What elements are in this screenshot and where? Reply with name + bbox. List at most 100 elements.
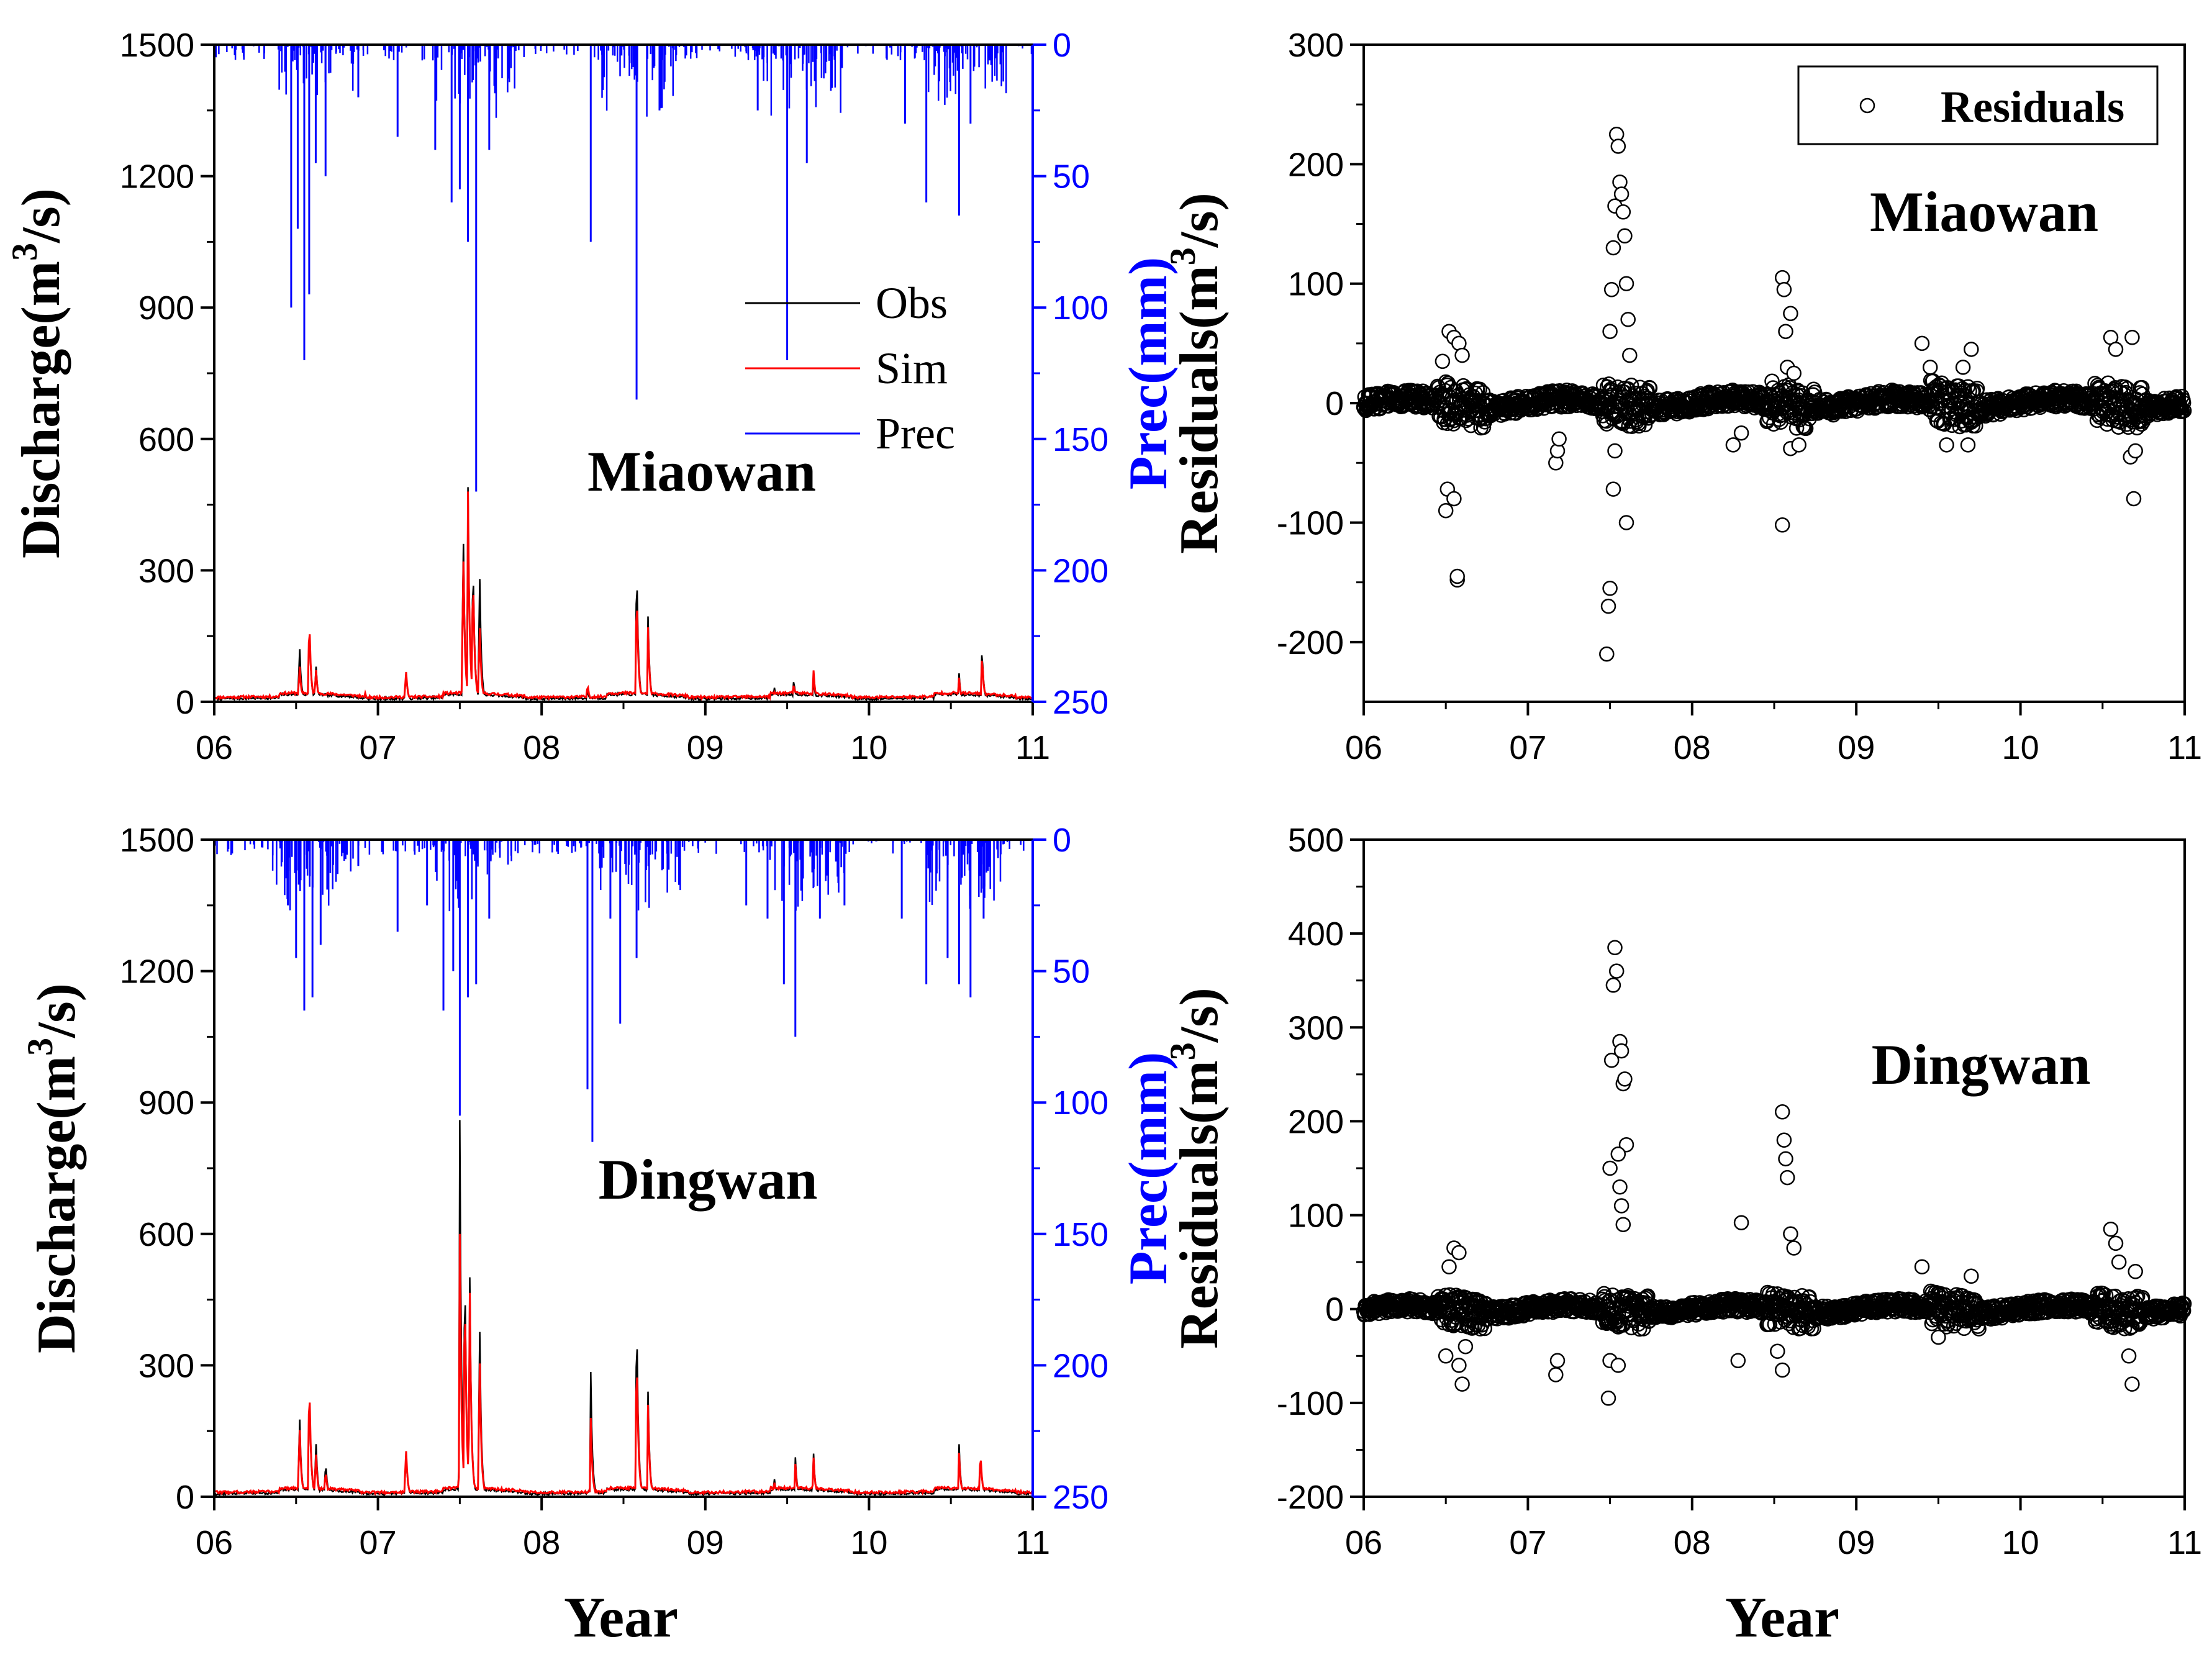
- residual-outlier-point: [1964, 1268, 1979, 1284]
- residual-outlier-point: [1931, 1329, 1946, 1345]
- x-tick-label: 06: [1345, 729, 1382, 766]
- y-tick-label: 150: [1053, 1216, 1108, 1253]
- y-tick-label: 50: [1053, 158, 1090, 196]
- residual-outlier-point: [1955, 360, 1971, 375]
- residual-outlier-point: [1457, 1338, 1474, 1355]
- y-title-main: Residuals(m: [1169, 265, 1230, 554]
- legend-label-obs: Obs: [876, 278, 948, 328]
- residual-outlier-point: [1615, 1217, 1631, 1232]
- residual-point: [1798, 420, 1814, 437]
- residual-outlier-point: [1786, 1240, 1802, 1256]
- residual-outlier-point: [1774, 517, 1790, 533]
- residual-outlier-point: [1778, 324, 1793, 339]
- residual-outlier-point: [1603, 1052, 1620, 1068]
- residual-point: [2098, 1287, 2114, 1303]
- residual-outlier-point: [1786, 365, 1802, 381]
- residual-outlier-point: [1454, 347, 1470, 363]
- station-label: Dingwan: [599, 1148, 818, 1211]
- y-tick-label: -100: [1277, 504, 1344, 542]
- prec-axis-title: Prec(mm): [1118, 1052, 1179, 1285]
- residual-outlier-point: [2108, 342, 2124, 357]
- x-tick-label: 11: [1015, 1524, 1050, 1561]
- residual-outlier-point: [2103, 1221, 2119, 1237]
- y-title-main: Discharge(m: [11, 261, 71, 558]
- legend-box: [1797, 65, 2159, 145]
- residual-outlier-point: [1451, 1358, 1467, 1373]
- residual-outlier-point: [1733, 425, 1749, 441]
- station-label: Dingwan: [1872, 1033, 2091, 1096]
- residual-outlier-point: [1776, 282, 1792, 297]
- residual-outlier-point: [1612, 1179, 1628, 1195]
- x-axis-title-left: Year: [564, 1586, 678, 1649]
- residual-point: [2116, 1320, 2133, 1337]
- residual-point: [1638, 1291, 1654, 1307]
- residual-outlier-point: [2124, 330, 2140, 345]
- y-tick-label: 100: [1053, 289, 1108, 327]
- y-title-tail: /s): [1169, 193, 1230, 248]
- residual-outlier-point: [1446, 491, 1462, 507]
- x-tick-label: 07: [360, 729, 397, 766]
- y-title-superscript: 3: [20, 1038, 60, 1056]
- dingwan-discharge-panel: 06 07 08 09 10 11 0 300 600 900 1200 1500 0 50 100 150 2…: [20, 822, 1179, 1561]
- residual-outlier-point: [1613, 1198, 1630, 1214]
- residual-outlier-point: [1605, 240, 1621, 256]
- sim-series-line: [213, 1233, 1034, 1496]
- residual-outlier-point: [1549, 1353, 1566, 1369]
- y-axis-title: Discharge(m3/s): [20, 983, 87, 1353]
- y-tick-label: 300: [138, 1347, 194, 1384]
- residual-outlier-point: [1449, 568, 1465, 584]
- residual-outlier-point: [1605, 978, 1621, 993]
- residual-point: [2175, 1303, 2192, 1319]
- x-tick-label: 10: [2002, 729, 2039, 766]
- residual-outlier-point: [1783, 1226, 1798, 1242]
- y-tick-label: -100: [1277, 1385, 1344, 1422]
- residual-outlier-point: [1964, 342, 1979, 357]
- residual-outlier-point: [1605, 481, 1621, 497]
- legend: Residuals: [1797, 65, 2159, 145]
- station-label: Miaowan: [1870, 180, 2098, 243]
- y-tick-label: 250: [1053, 684, 1108, 721]
- residual-outlier-point: [1622, 347, 1638, 363]
- residual-outlier-point: [2121, 1348, 2137, 1364]
- y-title-main: Residuals(m: [1169, 1060, 1230, 1349]
- y-tick-label: 0: [1053, 27, 1071, 64]
- x-tick-label: 11: [2167, 1524, 2202, 1561]
- residual-outlier-point: [1914, 1259, 1930, 1274]
- y-title-main: Discharge(m: [27, 1056, 87, 1353]
- residual-outlier-point: [1939, 437, 1954, 453]
- prec-series: [214, 840, 1025, 1142]
- residual-outlier-point: [1730, 1353, 1746, 1369]
- residual-point: [1642, 380, 1658, 396]
- residual-point: [2117, 379, 2133, 395]
- residual-outlier-point: [1600, 598, 1616, 614]
- x-tick-label: 09: [1838, 1524, 1875, 1561]
- residual-point: [1788, 420, 1805, 436]
- y-tick-label: 0: [1325, 385, 1344, 422]
- residual-outlier-point: [1613, 186, 1630, 202]
- x-tick-label: 06: [196, 729, 233, 766]
- residual-outlier-point: [2111, 1254, 2127, 1270]
- residual-outlier-point: [1618, 1137, 1634, 1153]
- y-tick-label: 1500: [120, 822, 194, 859]
- y-tick-label: 200: [1053, 1347, 1108, 1384]
- legend-label-prec: Prec: [876, 409, 955, 458]
- x-tick-label: 07: [1509, 1524, 1546, 1561]
- x-tick-label: 09: [687, 1524, 724, 1561]
- y-tick-label: 200: [1288, 146, 1344, 183]
- x-tick-label: 07: [1509, 729, 1546, 766]
- residual-outlier-point: [2124, 1376, 2140, 1392]
- legend-label-residuals: Residuals: [1941, 82, 2124, 132]
- residual-outlier-point: [1600, 1391, 1616, 1406]
- prec-axis-title: Prec(mm): [1118, 257, 1179, 490]
- residual-outlier-point: [1438, 1348, 1454, 1364]
- y-axis-title: Residuals(m3/s): [1163, 193, 1230, 554]
- residual-outlier-point: [1617, 228, 1633, 244]
- residual-outlier-point: [1733, 1215, 1749, 1230]
- residual-markers: [1356, 127, 2192, 662]
- y-tick-label: 500: [1288, 822, 1344, 859]
- y-tick-label: 100: [1288, 1197, 1344, 1235]
- x-tick-label: 06: [1345, 1524, 1382, 1561]
- obs-series-line: [213, 487, 1033, 702]
- residual-outlier-point: [1914, 335, 1930, 352]
- residual-point: [1623, 378, 1639, 393]
